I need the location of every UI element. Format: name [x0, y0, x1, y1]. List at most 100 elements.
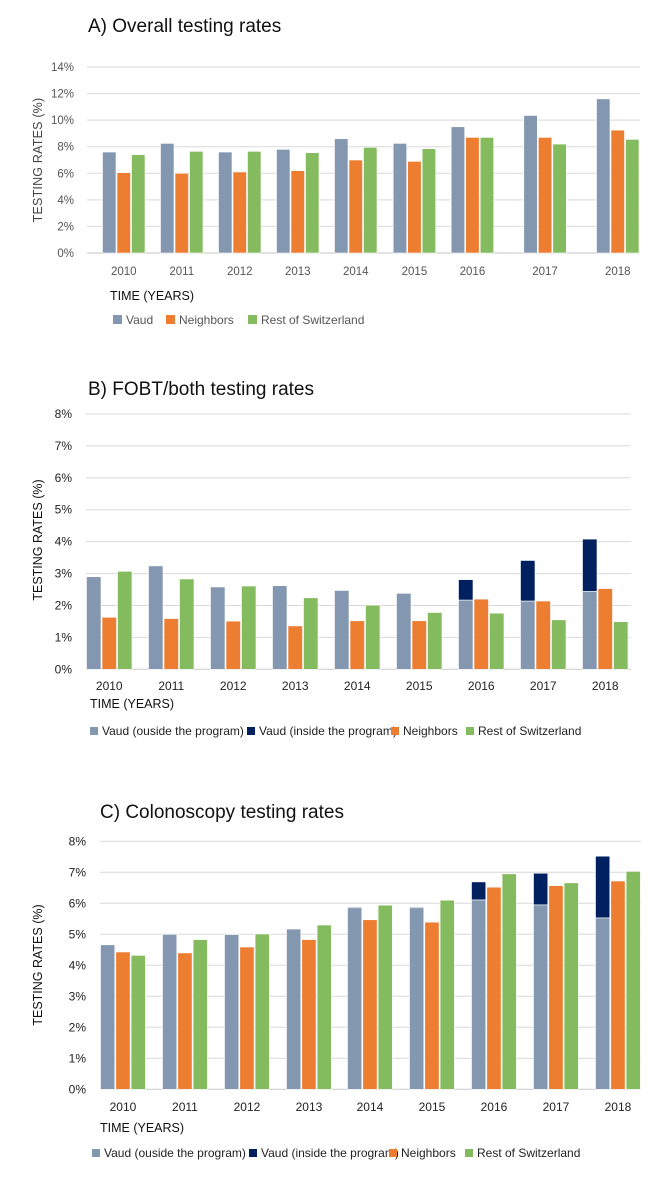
legend-label: Vaud (inside the program) — [261, 1146, 399, 1160]
chart-a-x-axis-title: TIME (YEARS) — [110, 289, 194, 303]
chart-b: B) FOBT/both testing rates 0% 1% 2% 3% 4% 5% 6… — [31, 379, 631, 738]
bar-vaud-ouside-the-program-2017 — [533, 904, 549, 1090]
bar-vaud-ouside-the-program-2018 — [595, 917, 611, 1090]
bar-rest-of-switzerland-2018 — [625, 139, 640, 254]
x-tick-label: 2015 — [402, 266, 428, 278]
bar-vaud-inside-the-program-2014 — [347, 906, 363, 909]
legend-item-neighbors: Neighbors — [391, 724, 458, 738]
bar-rest-of-switzerland-2014 — [365, 604, 381, 670]
bar-neighbors-2018 — [610, 880, 626, 1090]
chart-c-legend: Vaud (ouside the program) Vaud (inside th… — [92, 1146, 580, 1160]
bar-vaud-2014 — [334, 138, 349, 254]
bar-vaud-2018 — [596, 98, 611, 254]
bar-rest-of-switzerland-2017 — [552, 143, 567, 254]
bar-neighbors-2018 — [597, 588, 613, 670]
bar-rest-of-switzerland-2011 — [189, 151, 204, 254]
chart-c-x-axis-title: TIME (YEARS) — [100, 1121, 184, 1135]
y-tick-label: 8% — [69, 834, 87, 848]
legend-label: Rest of Switzerland — [477, 1146, 580, 1160]
legend-swatch — [391, 727, 399, 735]
y-tick-label: 2% — [57, 221, 74, 233]
legend-item-vaud-inside-the-program: Vaud (inside the program) — [247, 724, 397, 738]
chart-panel-b: B) FOBT/both testing rates 0% 1% 2% 3% 4% 5% 6… — [0, 340, 665, 780]
bar-vaud-2015 — [392, 143, 408, 254]
bar-vaud-2016 — [450, 126, 466, 254]
x-tick-label: 2014 — [344, 679, 371, 693]
legend-swatch — [113, 315, 122, 324]
bar-neighbors-2014 — [349, 620, 365, 670]
legend-item-rest-of-switzerland: Rest of Switzerland — [466, 724, 581, 738]
y-tick-label: 6% — [55, 471, 73, 485]
legend-swatch — [466, 727, 474, 735]
bar-rest-of-switzerland-2010 — [131, 154, 146, 254]
legend-item-rest-of-switzerland: Rest of Switzerland — [465, 1146, 580, 1160]
x-tick-label: 2011 — [158, 679, 184, 693]
bar-rest-of-switzerland-2012 — [254, 933, 270, 1090]
bar-neighbors-2017 — [548, 885, 564, 1090]
legend-swatch — [90, 727, 98, 735]
x-tick-label: 2013 — [282, 679, 309, 693]
y-tick-label: 4% — [69, 958, 87, 972]
bar-rest-of-switzerland-2018 — [613, 621, 629, 670]
y-tick-label: 2% — [55, 598, 73, 612]
bar-vaud-ouside-the-program-2010 — [86, 576, 102, 670]
bar-neighbors-2016 — [486, 886, 502, 1090]
bar-neighbors-2018 — [610, 129, 625, 254]
bar-rest-of-switzerland-2013 — [303, 597, 319, 670]
y-tick-label: 7% — [55, 439, 73, 453]
bar-vaud-inside-the-program-2016 — [471, 881, 487, 901]
x-tick-label: 2016 — [460, 266, 486, 278]
bar-vaud-2012 — [218, 151, 233, 254]
bar-vaud-inside-the-program-2015 — [409, 906, 425, 909]
x-tick-label: 2010 — [111, 266, 137, 278]
bar-vaud-2010 — [102, 151, 117, 254]
bar-rest-of-switzerland-2015 — [427, 612, 443, 670]
bar-neighbors-2012 — [232, 171, 247, 254]
bar-neighbors-2011 — [163, 618, 179, 670]
legend-swatch — [92, 1149, 100, 1157]
bar-rest-of-switzerland-2014 — [363, 147, 378, 254]
y-tick-label: 6% — [57, 168, 74, 180]
y-tick-label: 1% — [69, 1051, 87, 1065]
chart-a-y-axis-title: TESTING RATES (%) — [31, 98, 45, 223]
x-tick-label: 2013 — [296, 1100, 323, 1114]
legend-swatch — [247, 727, 255, 735]
x-tick-label: 2017 — [532, 266, 558, 278]
bar-neighbors-2013 — [287, 625, 303, 670]
bar-vaud-ouside-the-program-2016 — [458, 599, 474, 670]
x-tick-label: 2015 — [419, 1100, 446, 1114]
bar-rest-of-switzerland-2013 — [316, 924, 332, 1090]
legend-item-vaud-ouside-the-program: Vaud (ouside the program) — [90, 724, 244, 738]
y-tick-label: 8% — [57, 142, 74, 154]
y-tick-label: 0% — [55, 662, 73, 676]
bar-neighbors-2015 — [407, 161, 422, 254]
chart-b-title: B) FOBT/both testing rates — [88, 379, 314, 400]
x-tick-label: 2016 — [468, 679, 495, 693]
bar-neighbors-2013 — [290, 170, 305, 254]
bar-vaud-inside-the-program-2018 — [582, 538, 598, 592]
bar-rest-of-switzerland-2016 — [501, 873, 517, 1090]
legend-item-vaud-ouside-the-program: Vaud (ouside the program) — [92, 1146, 246, 1160]
legend-swatch — [249, 1149, 257, 1157]
bar-rest-of-switzerland-2018 — [625, 871, 641, 1090]
bar-vaud-inside-the-program-2017 — [533, 872, 549, 906]
bar-rest-of-switzerland-2017 — [563, 882, 579, 1090]
bar-vaud-ouside-the-program-2011 — [148, 565, 164, 670]
legend-swatch — [389, 1149, 397, 1157]
legend-swatch — [248, 315, 257, 324]
chart-c-y-ticks: 0% 1% 2% 3% 4% 5% 6% 7% 8% — [69, 834, 87, 1096]
y-tick-label: 6% — [69, 896, 87, 910]
bar-vaud-ouside-the-program-2010 — [100, 944, 116, 1090]
bar-vaud-ouside-the-program-2017 — [520, 600, 536, 670]
y-tick-label: 3% — [69, 989, 87, 1003]
x-tick-label: 2010 — [96, 679, 123, 693]
legend-label: Rest of Switzerland — [261, 313, 364, 327]
x-tick-label: 2010 — [110, 1100, 137, 1114]
chart-c-x-ticks: 2010 2011 2012 2013 2014 2015 2016 2017 2018 — [110, 1100, 632, 1114]
x-tick-label: 2011 — [169, 266, 194, 278]
legend-label: Neighbors — [401, 1146, 456, 1160]
y-tick-label: 10% — [51, 115, 74, 127]
bar-neighbors-2011 — [177, 952, 193, 1090]
chart-c: C) Colonoscopy testing rates 0% 1% 2% 3% 4% 5… — [31, 802, 641, 1160]
legend-label: Vaud (ouside the program) — [104, 1146, 246, 1160]
